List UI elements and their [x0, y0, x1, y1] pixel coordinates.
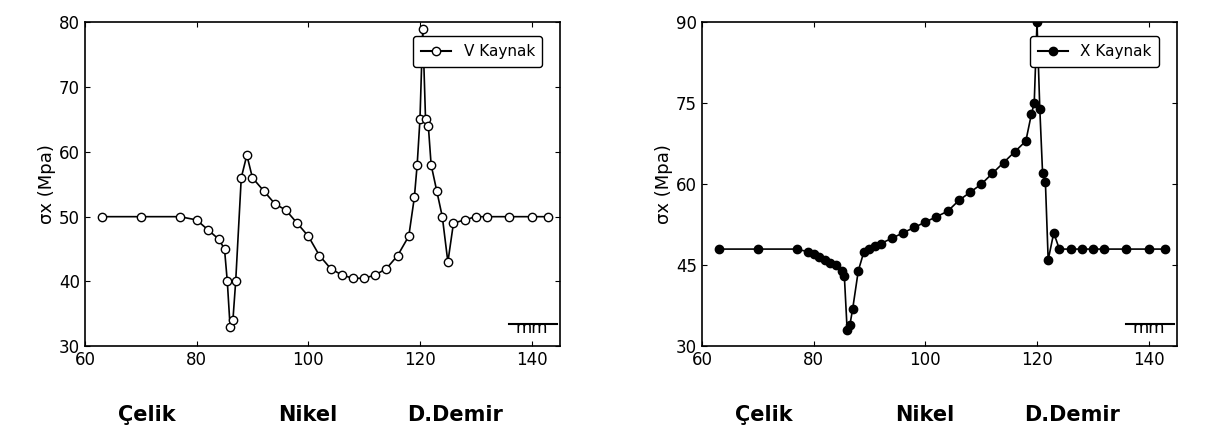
Legend: X Kaynak: X Kaynak [1030, 36, 1160, 67]
Text: mm: mm [516, 319, 548, 337]
Y-axis label: σx (Mpa): σx (Mpa) [655, 144, 673, 224]
Text: Nikel: Nikel [278, 404, 337, 424]
Text: D.Demir: D.Demir [1024, 404, 1120, 424]
Text: Çelik: Çelik [735, 404, 792, 424]
Text: D.Demir: D.Demir [408, 404, 503, 424]
Legend: V Kaynak: V Kaynak [414, 36, 542, 67]
Text: Çelik: Çelik [118, 404, 176, 424]
Text: Nikel: Nikel [895, 404, 955, 424]
Y-axis label: σx (Mpa): σx (Mpa) [38, 144, 56, 224]
Text: mm: mm [1133, 319, 1164, 337]
